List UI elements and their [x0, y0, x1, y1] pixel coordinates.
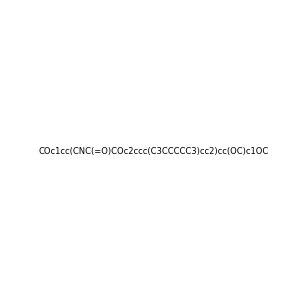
Text: COc1cc(CNC(=O)COc2ccc(C3CCCCC3)cc2)cc(OC)c1OC: COc1cc(CNC(=O)COc2ccc(C3CCCCC3)cc2)cc(OC…: [39, 147, 269, 156]
